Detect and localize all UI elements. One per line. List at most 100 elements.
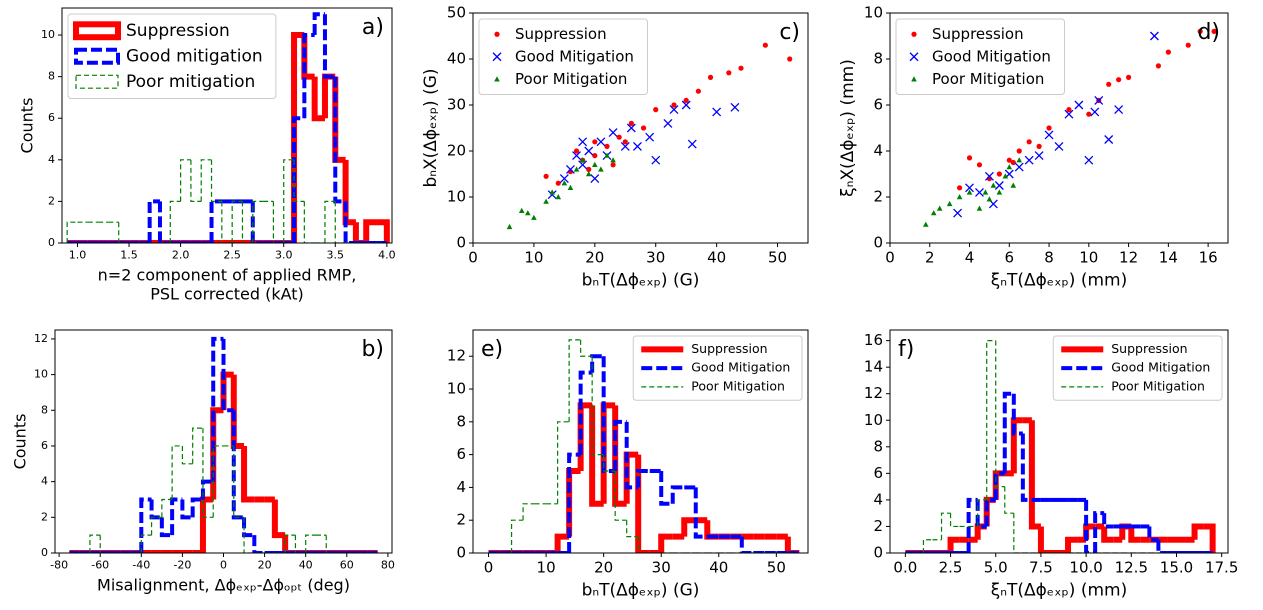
legend-label: Poor Mitigation bbox=[1111, 378, 1205, 393]
legend-handle bbox=[73, 21, 121, 41]
scatter-point bbox=[584, 146, 594, 156]
scatter-point bbox=[1197, 28, 1203, 34]
plot-area bbox=[506, 42, 793, 230]
y-tick-label: 0 bbox=[456, 234, 466, 252]
scatter-point bbox=[930, 210, 937, 216]
scatter-point bbox=[531, 214, 537, 220]
histogram-step bbox=[984, 497, 996, 527]
histogram-step bbox=[614, 471, 627, 521]
histogram-step bbox=[376, 219, 390, 243]
scatter-point bbox=[1066, 107, 1072, 113]
y-tick-label: 16 bbox=[864, 331, 883, 349]
x-tick-label: 7.5 bbox=[1029, 559, 1053, 577]
y-tick-label: 8 bbox=[41, 403, 48, 416]
scatter-point bbox=[620, 141, 630, 151]
x-tick-label: 30 bbox=[652, 559, 671, 577]
y-tick-label: 8 bbox=[873, 50, 883, 68]
scatter-point bbox=[610, 162, 616, 168]
scatter-point bbox=[726, 70, 732, 76]
y-tick-label: 12 bbox=[864, 384, 883, 402]
x-tick-label: 10 bbox=[537, 559, 556, 577]
histogram-step bbox=[303, 201, 315, 243]
histogram-step bbox=[210, 159, 222, 203]
histogram-step bbox=[591, 356, 604, 456]
scatter-point bbox=[1155, 63, 1162, 69]
panel-label: d) bbox=[1197, 20, 1220, 45]
y-tick-label: 12 bbox=[447, 347, 466, 365]
scatter-point bbox=[608, 128, 618, 138]
axes-frame bbox=[889, 329, 1229, 554]
plot-area bbox=[922, 28, 1217, 227]
histogram-step bbox=[293, 159, 305, 203]
histogram-step bbox=[1203, 523, 1216, 553]
histogram-step bbox=[1028, 420, 1041, 530]
x-tick-label: 12.5 bbox=[1115, 559, 1148, 577]
legend-marker bbox=[494, 31, 500, 37]
histogram-step bbox=[305, 534, 316, 553]
histogram-step bbox=[1013, 513, 1023, 553]
scatter-point bbox=[1104, 135, 1114, 144]
x-tick-label: 3.5 bbox=[327, 249, 345, 262]
x-tick-label: 15.0 bbox=[1160, 559, 1193, 577]
y-tick-label: 4 bbox=[873, 142, 883, 160]
scatter-point bbox=[598, 166, 604, 172]
y-tick-label: 4 bbox=[48, 153, 55, 166]
y-tick-label: 2 bbox=[873, 517, 883, 535]
x-axis-label: ξₙT(Δϕₑₓₚ) (mm) bbox=[991, 271, 1127, 291]
x-tick-label: 5.0 bbox=[984, 559, 1008, 577]
scatter-point bbox=[707, 74, 714, 80]
scatter-point bbox=[994, 181, 1004, 190]
scatter-point bbox=[1006, 157, 1012, 163]
y-tick-label: 6 bbox=[48, 111, 55, 124]
x-tick-label: 0 bbox=[484, 559, 494, 577]
histogram-step bbox=[292, 116, 305, 243]
plot-area bbox=[66, 12, 390, 243]
y-tick-label: 4 bbox=[41, 475, 48, 488]
scatter-point bbox=[712, 107, 722, 117]
scatter-point bbox=[975, 187, 984, 197]
y-tick-label: 8 bbox=[48, 70, 55, 83]
x-tick-label: 0.0 bbox=[893, 559, 917, 577]
x-tick-label: 12 bbox=[1119, 249, 1138, 267]
y-tick-label: 0 bbox=[41, 546, 48, 559]
histogram-step bbox=[147, 199, 160, 243]
histogram-step bbox=[949, 513, 960, 528]
scatter-point bbox=[1094, 95, 1104, 105]
y-tick-label: 4 bbox=[456, 478, 466, 496]
y-tick-label: 10 bbox=[864, 4, 883, 22]
legend-label: Suppression bbox=[1111, 341, 1187, 356]
scatter-point bbox=[1211, 28, 1217, 34]
y-tick-label: 30 bbox=[447, 96, 466, 114]
scatter-point bbox=[683, 97, 689, 103]
legend-label: Good Mitigation bbox=[515, 47, 634, 65]
histogram-step bbox=[603, 454, 616, 472]
scatter-point bbox=[1010, 182, 1017, 188]
histogram-step bbox=[670, 485, 685, 504]
x-tick-label: 4.0 bbox=[378, 249, 396, 262]
legend-label: Poor Mitigation bbox=[691, 378, 785, 393]
x-tick-label: 2.5 bbox=[223, 249, 241, 262]
scatter-point bbox=[565, 164, 575, 174]
legend-marker bbox=[911, 31, 917, 37]
legend-marker bbox=[492, 52, 502, 62]
histogram-step bbox=[242, 517, 255, 538]
histogram-step bbox=[681, 517, 696, 537]
scatter-point bbox=[622, 139, 628, 145]
y-tick-label: 2 bbox=[456, 511, 466, 529]
scatter-point bbox=[1149, 31, 1159, 41]
scatter-point bbox=[1185, 42, 1191, 48]
scatter-point bbox=[543, 198, 549, 204]
scatter-point bbox=[1002, 173, 1009, 179]
y-tick-label: 0 bbox=[873, 544, 883, 562]
scatter-point bbox=[976, 162, 983, 168]
scatter-point bbox=[986, 196, 993, 202]
histogram-step bbox=[211, 336, 224, 482]
y-tick-label: 14 bbox=[864, 358, 883, 376]
y-axis-label: ξₙX(Δϕₑₓₚ) (mm) bbox=[838, 59, 858, 197]
scatter-point bbox=[1125, 74, 1132, 80]
scatter-point bbox=[604, 152, 610, 158]
scatter-point bbox=[640, 125, 647, 131]
x-axis-label: PSL corrected (kAt) bbox=[150, 285, 304, 304]
y-tick-label: 10 bbox=[864, 411, 883, 429]
